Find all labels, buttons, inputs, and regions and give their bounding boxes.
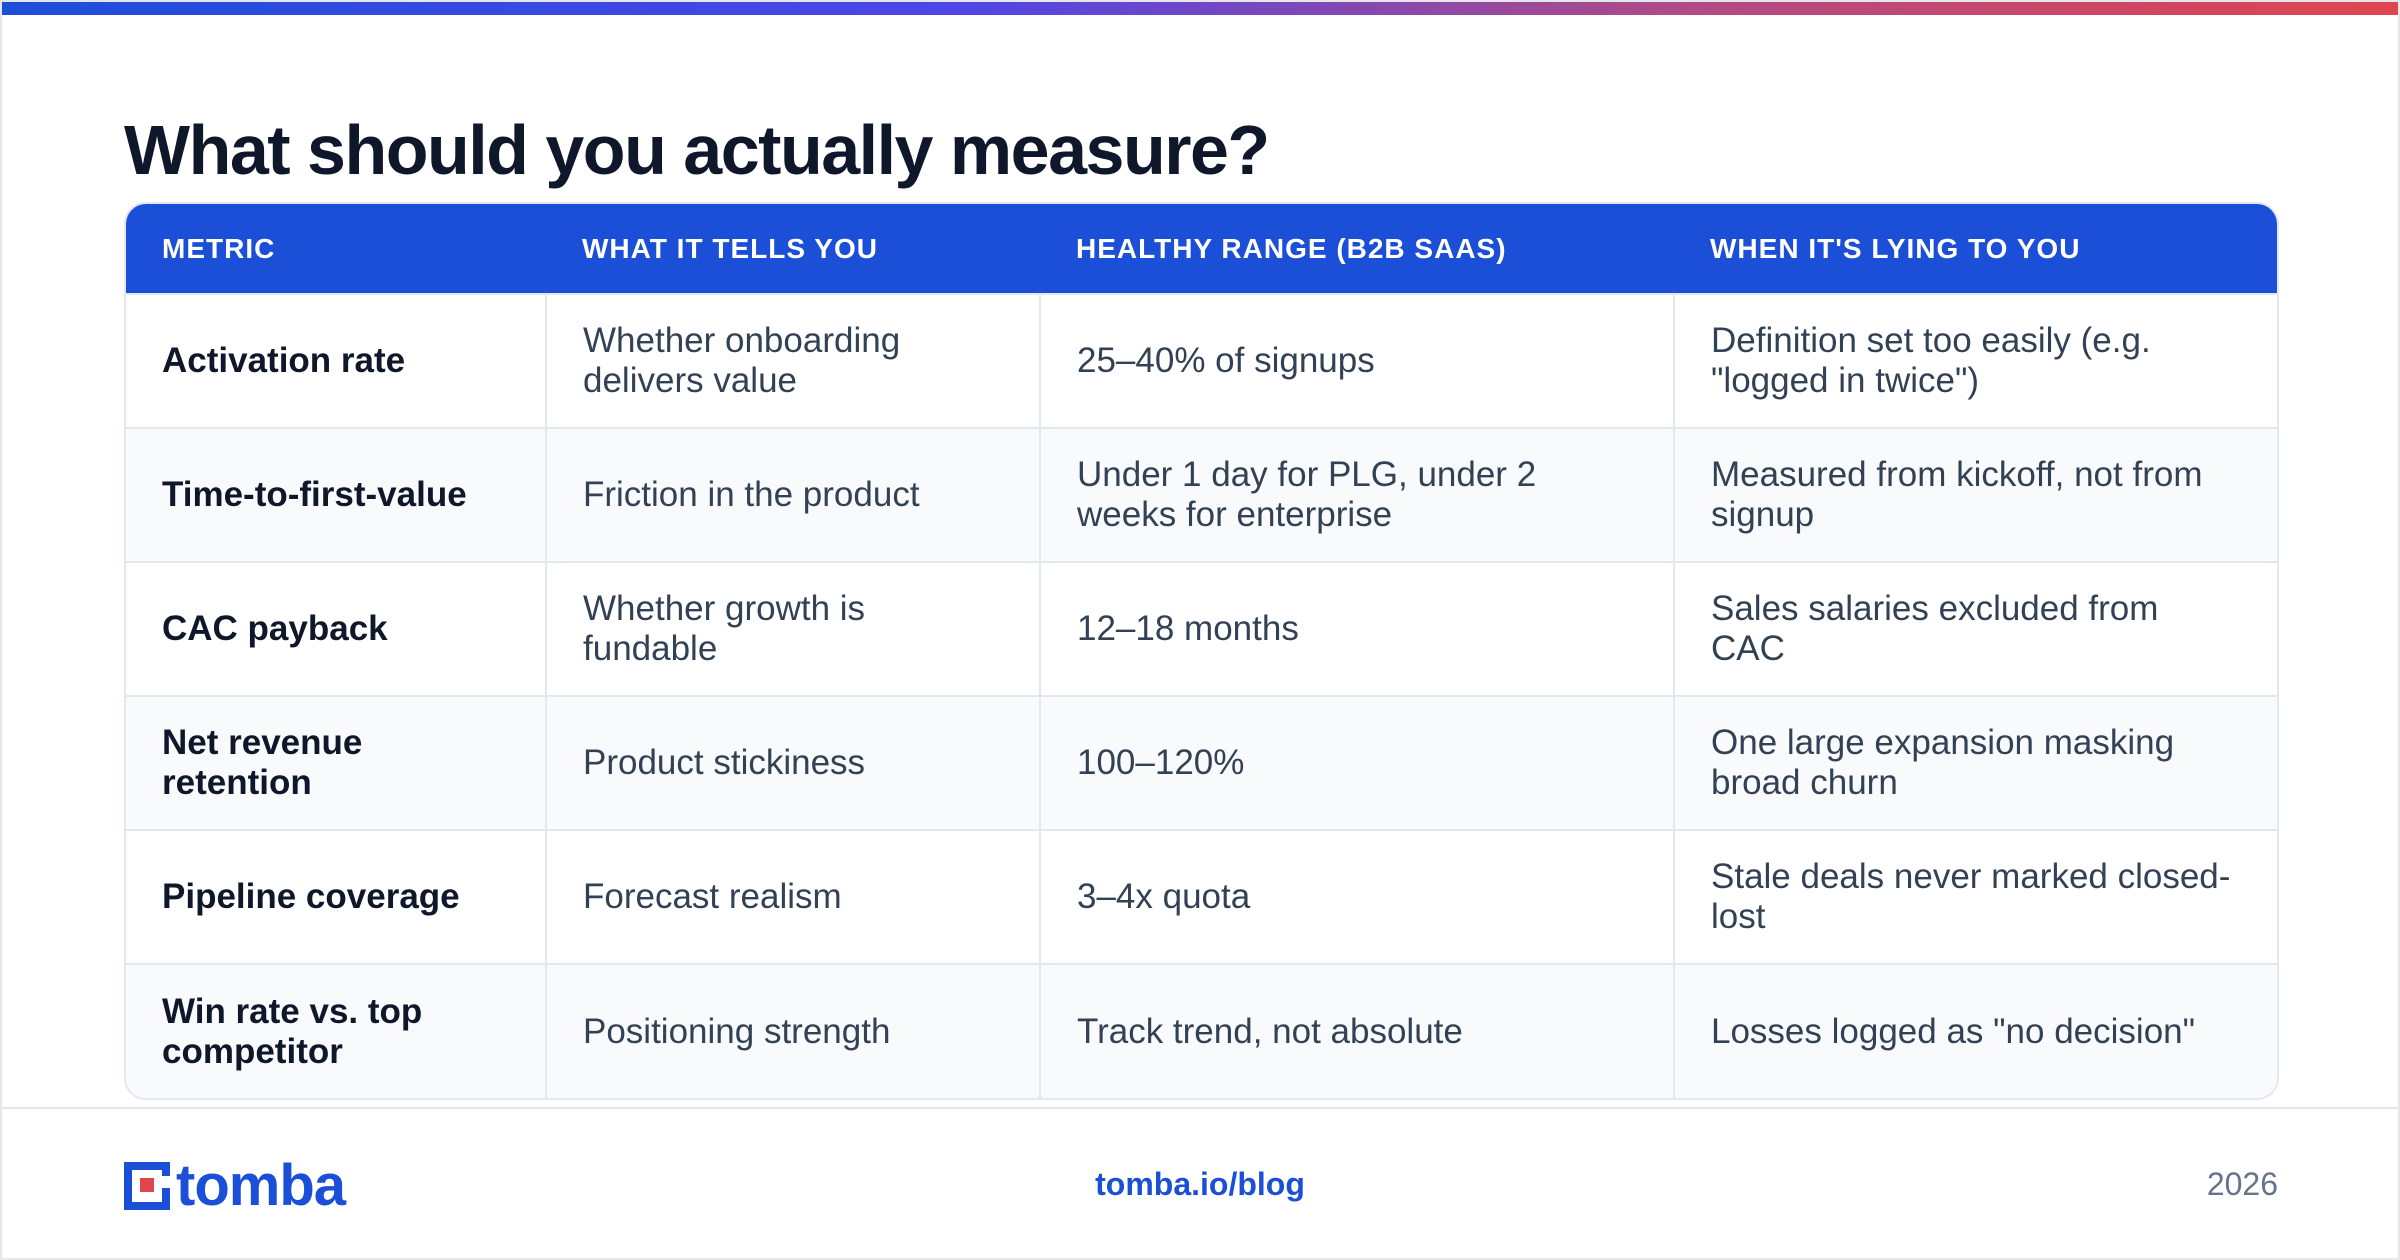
- range-cell: Under 1 day for PLG, under 2 weeks for e…: [1039, 427, 1674, 562]
- table-row: CAC payback Whether growth is fundable 1…: [126, 561, 2277, 696]
- range-cell: 100–120%: [1039, 695, 1674, 830]
- meaning-cell: Whether onboarding delivers value: [545, 293, 1040, 428]
- tomba-logo[interactable]: tomba: [124, 1153, 346, 1218]
- meaning-cell: Product stickiness: [545, 695, 1040, 830]
- metrics-table: METRIC WHAT IT TELLS YOU HEALTHY RANGE (…: [126, 204, 2277, 1098]
- header-metric: METRIC: [126, 204, 546, 294]
- meaning-cell: Positioning strength: [545, 963, 1040, 1098]
- footer-divider: [2, 1107, 2398, 1109]
- table-body: Activation rate Whether onboarding deliv…: [126, 293, 2277, 1098]
- metric-cell: Time-to-first-value: [126, 427, 546, 562]
- header-what-it-tells: WHAT IT TELLS YOU: [546, 204, 1040, 294]
- metrics-table-container: METRIC WHAT IT TELLS YOU HEALTHY RANGE (…: [124, 202, 2279, 1100]
- table-row: Net revenue retention Product stickiness…: [126, 695, 2277, 830]
- table-row: Time-to-first-value Friction in the prod…: [126, 427, 2277, 562]
- metric-cell: Activation rate: [126, 293, 546, 428]
- metric-cell: Win rate vs. top competitor: [126, 963, 546, 1098]
- range-cell: Track trend, not absolute: [1039, 963, 1674, 1098]
- range-cell: 25–40% of signups: [1039, 293, 1674, 428]
- caveat-cell: Sales salaries excluded from CAC: [1673, 561, 2277, 696]
- caveat-cell: One large expansion masking broad churn: [1673, 695, 2277, 830]
- header-when-lying: WHEN IT'S LYING TO YOU: [1674, 204, 2277, 294]
- footer-year: 2026: [2206, 1166, 2278, 1202]
- table-row: Win rate vs. top competitor Positioning …: [126, 963, 2277, 1098]
- range-cell: 12–18 months: [1039, 561, 1674, 696]
- metric-cell: Net revenue retention: [126, 695, 546, 830]
- caveat-cell: Losses logged as "no decision": [1673, 963, 2277, 1098]
- meaning-cell: Forecast realism: [545, 829, 1040, 964]
- header-healthy-range: HEALTHY RANGE (B2B SAAS): [1040, 204, 1674, 294]
- caveat-cell: Measured from kickoff, not from signup: [1673, 427, 2277, 562]
- table-header: METRIC WHAT IT TELLS YOU HEALTHY RANGE (…: [126, 204, 2277, 294]
- tomba-logo-icon: [124, 1162, 172, 1210]
- page-title: What should you actually measure?: [124, 111, 1270, 189]
- range-cell: 3–4x quota: [1039, 829, 1674, 964]
- metric-cell: CAC payback: [126, 561, 546, 696]
- header-row: METRIC WHAT IT TELLS YOU HEALTHY RANGE (…: [126, 204, 2277, 294]
- table-row: Pipeline coverage Forecast realism 3–4x …: [126, 829, 2277, 964]
- blog-link[interactable]: tomba.io/blog: [1095, 1166, 1305, 1202]
- meaning-cell: Whether growth is fundable: [545, 561, 1040, 696]
- caveat-cell: Definition set too easily (e.g. "logged …: [1673, 293, 2277, 428]
- table-row: Activation rate Whether onboarding deliv…: [126, 293, 2277, 428]
- logo-text: tomba: [176, 1153, 346, 1218]
- top-gradient-bar: [2, 2, 2398, 15]
- caveat-cell: Stale deals never marked closed-lost: [1673, 829, 2277, 964]
- meaning-cell: Friction in the product: [545, 427, 1040, 562]
- metric-cell: Pipeline coverage: [126, 829, 546, 964]
